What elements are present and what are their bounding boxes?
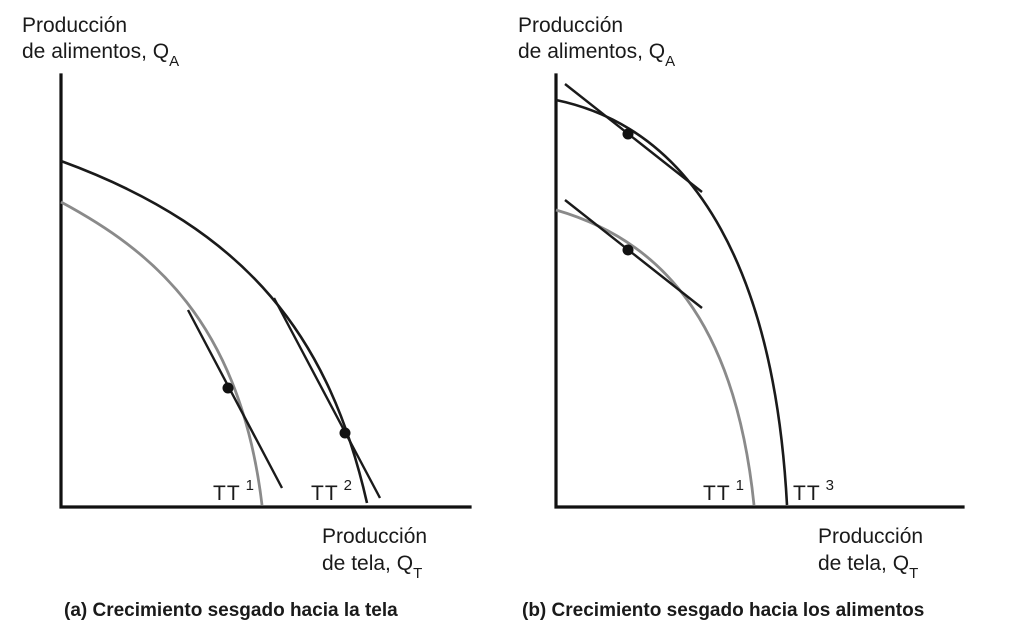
panel-a-tt1-superscript: 1 [246,477,255,494]
panel-b-tt1-superscript: 1 [736,477,745,494]
panel-a-y-axis-label-line2: de alimentos, QA [22,40,179,70]
panel-a-x-axis-subscript: T [413,565,422,582]
panel-b-x-axis-label-line2: de tela, QT [818,552,918,582]
panel-b: Producción de alimentos, QA TT 1 TT 3 Prod… [518,14,965,621]
panel-a-tt2-superscript: 2 [344,477,353,494]
panel-b-tangent-line-tt1 [564,199,703,309]
panel-a-tt1-label: TT 1 [213,477,255,505]
panel-b-x-axis-label-text: de tela, Q [818,552,909,575]
panel-a-production-point-1 [222,382,234,394]
panel-b-y-axis-subscript: A [665,53,675,70]
panel-b-y-axis-label-line2: de alimentos, QA [518,40,675,70]
panel-a-x-axis-label-line1: Producción [322,525,427,548]
panel-b-axes [554,73,965,509]
panel-b-tt3-label: TT 3 [793,477,835,505]
panel-a-x-axis-label-text: de tela, Q [322,552,413,575]
panel-a-axes [59,73,472,509]
panel-b-production-point-1 [622,244,634,256]
panel-b-tangent-line-tt3 [564,83,703,193]
panel-b-tt3-superscript: 3 [826,477,835,494]
panel-a-tt2-label: TT 2 [311,477,353,505]
panel-b-y-axis-label-text: de alimentos, Q [518,40,665,63]
panel-b-tt1-label: TT 1 [703,477,745,505]
panel-a-y-axis-label-line1: Producción [22,14,127,37]
panel-b-x-axis-subscript: T [909,565,918,582]
panel-b-tt3-label-text: TT [793,482,821,505]
panel-a-production-point-2 [339,427,351,439]
panel-b-frontier-tt1 [555,208,756,506]
panel-a-tt2-label-text: TT [311,482,339,505]
panel-b-tt1-label-text: TT [703,482,731,505]
panel-b-production-point-3 [622,128,634,140]
panel-a-caption: (a) Crecimiento sesgado hacia la tela [64,600,398,621]
panel-a: Producción de alimentos, QA TT 1 TT 2 Prod… [22,14,472,621]
panel-b-x-axis-label-line1: Producción [818,525,923,548]
panel-b-caption: (b) Crecimiento sesgado hacia los alimen… [522,600,924,621]
panel-a-tangent-line-tt2 [272,297,382,499]
panel-a-y-axis-subscript: A [169,53,179,70]
panel-a-tt1-label-text: TT [213,482,241,505]
panel-b-y-axis-label-line1: Producción [518,14,623,37]
panel-a-tangent-line-tt1 [186,309,284,489]
panel-a-y-axis-label-text: de alimentos, Q [22,40,169,63]
panel-b-frontier-tt3 [555,98,789,506]
panel-a-frontier-tt2 [60,159,369,504]
panel-a-frontier-tt1 [60,200,264,506]
panel-a-x-axis-label-line2: de tela, QT [322,552,422,582]
